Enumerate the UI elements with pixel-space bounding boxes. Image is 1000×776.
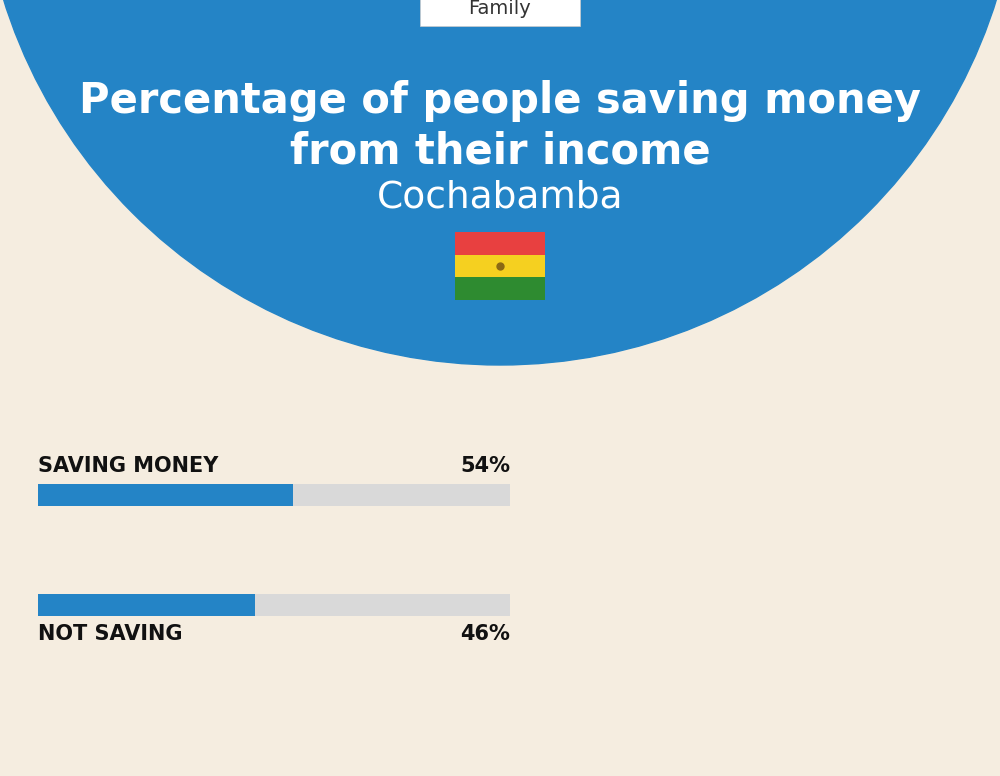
FancyBboxPatch shape (420, 0, 580, 26)
Text: SAVING MONEY: SAVING MONEY (38, 456, 218, 476)
Bar (38, 484, 510, 506)
Bar (38, 484, 293, 506)
Bar (455, 277, 545, 300)
Bar (455, 232, 545, 255)
Text: from their income: from their income (290, 130, 710, 172)
Text: NOT SAVING: NOT SAVING (38, 624, 182, 644)
Text: Cochabamba: Cochabamba (377, 180, 623, 216)
Circle shape (0, 0, 1000, 365)
Bar (455, 255, 545, 277)
Text: Percentage of people saving money: Percentage of people saving money (79, 80, 921, 122)
Text: 54%: 54% (460, 456, 510, 476)
Text: Family: Family (469, 0, 531, 18)
Bar (38, 594, 510, 616)
Text: 46%: 46% (460, 624, 510, 644)
Bar (38, 594, 255, 616)
